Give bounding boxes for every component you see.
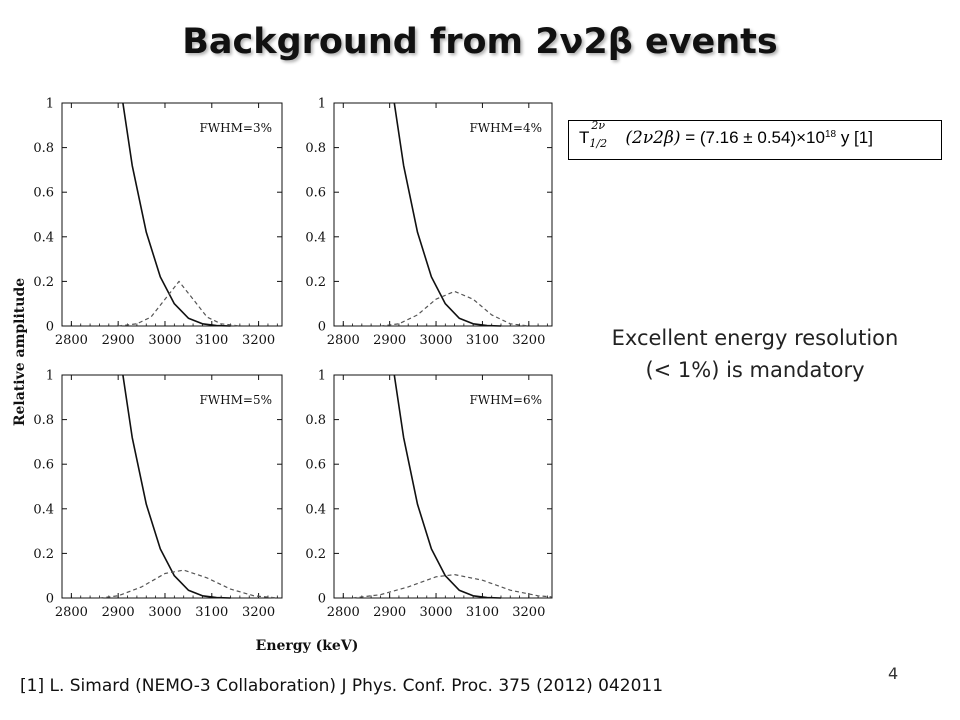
half-life-unit: y [1] — [840, 128, 873, 147]
resolution-note: Excellent energy resolution (< 1%) is ma… — [570, 322, 940, 386]
fwhm-label: FWHM=4% — [469, 121, 542, 135]
solid-series-line — [393, 102, 502, 327]
x-tick-label: 3000 — [419, 333, 452, 348]
y-tick-label: 1 — [46, 369, 54, 384]
x-tick-label: 3200 — [512, 333, 545, 348]
plot-frame — [333, 374, 553, 599]
fwhm-label: FWHM=5% — [199, 393, 272, 407]
y-tick-label: 0 — [318, 592, 326, 607]
y-tick-label: 0.8 — [33, 413, 54, 428]
y-tick-label: 0.2 — [305, 275, 326, 290]
chart-panel: 2800 2900 3000 3100 3200 0 0.2 0.4 0.6 0.8 1 FWHM=5… — [33, 369, 283, 620]
chart-panel: 2800 2900 3000 3100 3200 0 0.2 0.4 0.6 0.8 1 FWHM=6… — [305, 369, 553, 620]
y-tick-label: 0.8 — [305, 413, 326, 428]
x-tick-label: 2800 — [55, 333, 88, 348]
y-tick-label: 0.6 — [305, 186, 326, 201]
x-tick-label: 2900 — [102, 605, 135, 620]
x-tick-label: 3100 — [195, 605, 228, 620]
plot-frame — [61, 102, 283, 327]
x-tick-label: 2800 — [327, 333, 360, 348]
solid-series-line — [393, 374, 502, 599]
y-tick-label: 0 — [318, 320, 326, 335]
dashed-series-line — [352, 573, 553, 599]
solid-series-line — [122, 102, 231, 327]
x-tick-label: 2900 — [373, 605, 406, 620]
half-life-indices: 2ν 1/2 — [589, 119, 625, 150]
dashed-series-line — [380, 290, 529, 327]
y-tick-label: 1 — [318, 369, 326, 384]
x-tick-label: 2900 — [102, 333, 135, 348]
y-tick-label: 0.2 — [33, 547, 54, 562]
fwhm-plots-figure: 2800 2900 3000 3100 3200 0 0.2 0.4 0.6 0.8 1 FWHM=3… — [12, 97, 553, 654]
fwhm-label: FWHM=3% — [199, 121, 272, 135]
half-life-symbol: T — [579, 128, 590, 147]
slide-title: Background from 2ν2β events — [182, 22, 778, 62]
y-tick-label: 0.8 — [33, 141, 54, 156]
x-tick-label: 3100 — [466, 605, 499, 620]
y-tick-label: 0.4 — [33, 230, 54, 245]
x-tick-label: 2800 — [55, 605, 88, 620]
dashed-series-line — [99, 569, 278, 599]
y-tick-label: 0 — [46, 320, 54, 335]
half-life-process: (2ν2β) — [625, 128, 681, 148]
x-tick-label: 3000 — [148, 605, 181, 620]
y-tick-label: 0.2 — [33, 275, 54, 290]
y-axis-label: Relative amplitude — [12, 278, 28, 426]
y-tick-label: 0.4 — [305, 230, 326, 245]
y-tick-label: 0 — [46, 592, 54, 607]
note-line-1: Excellent energy resolution — [611, 326, 899, 350]
x-tick-label: 2800 — [327, 605, 360, 620]
x-axis-label: Energy (keV) — [256, 638, 359, 654]
dashed-series-line — [118, 280, 240, 327]
x-tick-label: 3200 — [512, 605, 545, 620]
y-tick-label: 0.2 — [305, 547, 326, 562]
plot-frame — [333, 102, 553, 327]
chart-panel: 2800 2900 3000 3100 3200 0 0.2 0.4 0.6 0.8 1 FWHM=3… — [33, 97, 283, 348]
x-tick-label: 3000 — [148, 333, 181, 348]
note-line-2: (< 1%) is mandatory — [645, 358, 865, 382]
solid-series-line — [122, 374, 231, 599]
y-tick-label: 0.4 — [305, 502, 326, 517]
y-tick-label: 0.8 — [305, 141, 326, 156]
y-tick-label: 0.4 — [33, 502, 54, 517]
half-life-exponent: 18 — [824, 129, 837, 140]
reference-citation: [1] L. Simard (NEMO-3 Collaboration) J P… — [20, 676, 664, 696]
y-tick-label: 1 — [318, 97, 326, 112]
slide-number: 4 — [888, 664, 899, 683]
x-tick-label: 3100 — [466, 333, 499, 348]
x-tick-label: 3200 — [242, 333, 275, 348]
x-tick-label: 2900 — [373, 333, 406, 348]
y-tick-label: 0.6 — [33, 186, 54, 201]
plot-frame — [61, 374, 283, 599]
half-life-subscript: 1/2 — [589, 137, 608, 150]
half-life-formula-box: T 2ν 1/2 (2ν2β) = (7.16 ± 0.54)×1018 y [1] — [568, 119, 942, 160]
y-tick-label: 0.6 — [33, 458, 54, 473]
x-tick-label: 3100 — [195, 333, 228, 348]
fwhm-label: FWHM=6% — [469, 393, 542, 407]
x-tick-label: 3200 — [242, 605, 275, 620]
half-life-superscript: 2ν — [591, 119, 606, 132]
half-life-value: = (7.16 ± 0.54)×10 — [685, 128, 825, 147]
chart-panel: 2800 2900 3000 3100 3200 0 0.2 0.4 0.6 0.8 1 FWHM=4… — [305, 97, 553, 348]
y-tick-label: 0.6 — [305, 458, 326, 473]
x-tick-label: 3000 — [419, 605, 452, 620]
y-tick-label: 1 — [46, 97, 54, 112]
